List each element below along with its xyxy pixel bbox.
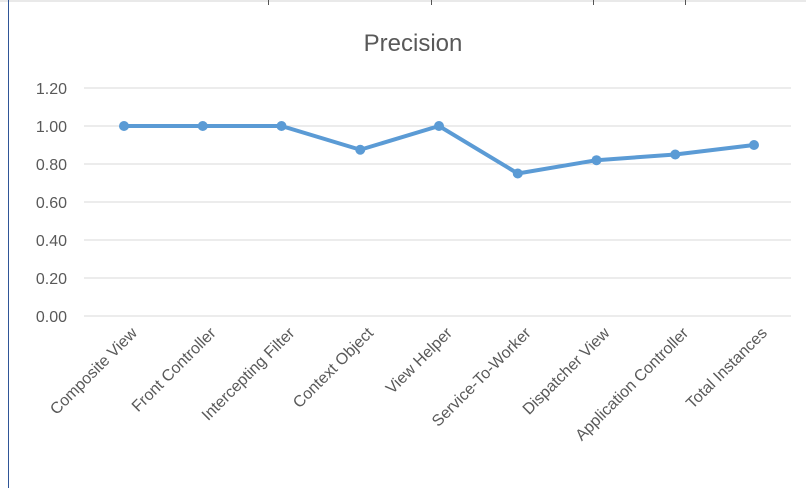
data-point: [591, 155, 602, 166]
y-tick-label: 0.80: [36, 157, 67, 174]
data-point: [670, 149, 681, 160]
data-point: [434, 121, 444, 131]
y-axis-ticks: 0.00 0.20 0.40 0.60 0.80 1.00 1.20: [36, 81, 67, 326]
chart-title: Precision: [364, 30, 463, 57]
y-tick-label: 0.60: [36, 195, 67, 212]
data-point: [197, 121, 208, 131]
y-tick-label: 0.20: [36, 271, 67, 288]
left-border: [8, 0, 9, 488]
series-line: [124, 124, 755, 176]
data-point: [512, 168, 523, 179]
data-point: [119, 121, 129, 131]
top-tick: [431, 0, 432, 5]
x-tick-label: Front Controller: [129, 324, 220, 415]
data-point: [749, 140, 759, 150]
x-tick-label: Context Object: [290, 324, 377, 411]
gridlines: [84, 87, 791, 317]
y-tick-label: 1.20: [36, 81, 67, 98]
y-tick-label: 0.00: [36, 309, 67, 326]
data-point: [276, 121, 287, 131]
x-tick-label: Composite View: [47, 324, 141, 418]
y-tick-label: 0.40: [36, 233, 67, 250]
top-tick: [685, 0, 686, 5]
x-tick-label: View Helper: [383, 324, 456, 397]
top-tick: [268, 0, 269, 5]
top-tick: [593, 0, 594, 5]
y-tick-label: 1.00: [36, 119, 67, 136]
top-border: [0, 0, 806, 2]
x-tick-label: Total Instances: [683, 325, 770, 412]
data-point: [355, 144, 366, 155]
series-layer: [119, 121, 759, 179]
